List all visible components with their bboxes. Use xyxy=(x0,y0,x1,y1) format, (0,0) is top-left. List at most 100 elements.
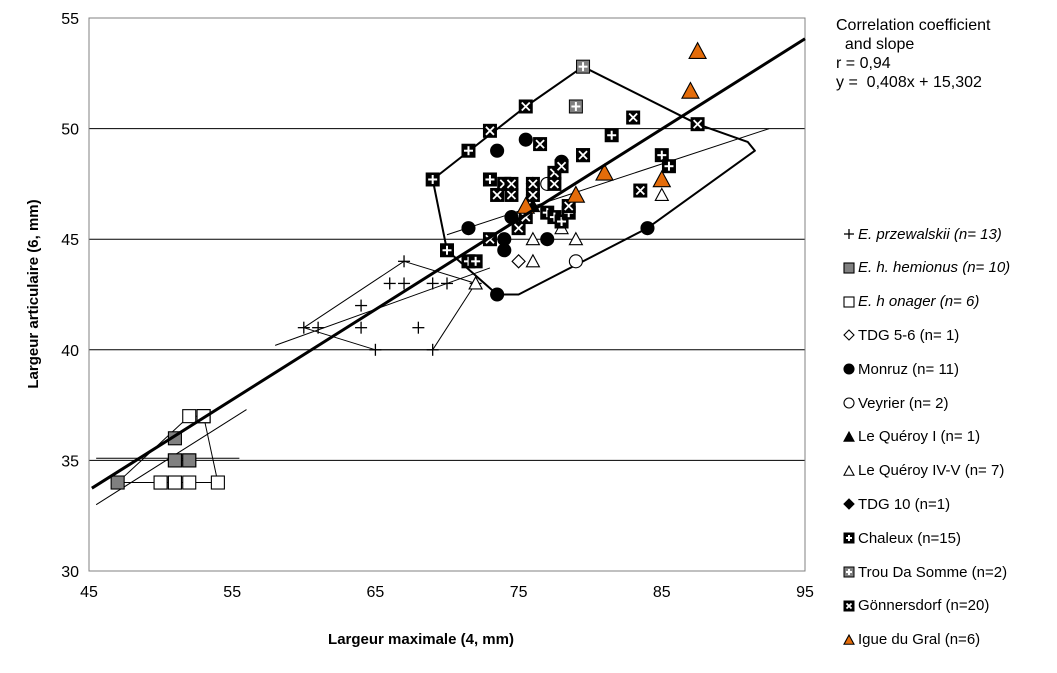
data-point xyxy=(312,321,325,334)
hull-outline xyxy=(303,260,477,351)
correlation-annotation: Correlation coefficient and slope r = 0,… xyxy=(836,16,990,92)
legend-label: TDG 5-6 (n= 1) xyxy=(858,326,960,344)
data-point xyxy=(568,254,583,269)
legend-marker xyxy=(843,532,855,544)
data-point xyxy=(568,99,583,114)
legend-marker xyxy=(843,329,855,342)
data-point xyxy=(525,187,540,202)
data-point xyxy=(369,343,382,356)
data-point xyxy=(412,321,425,334)
correlation-heading-line2: and slope xyxy=(836,36,915,53)
legend-item: Igue du Gral (n=6) xyxy=(842,630,980,650)
data-point xyxy=(633,183,648,198)
legend-item: E. h onager (n= 6) xyxy=(842,292,979,312)
y-tick-label: 55 xyxy=(61,11,79,28)
data-point xyxy=(690,117,705,132)
legend-label: Gönnersdorf (n=20) xyxy=(858,597,990,615)
data-point xyxy=(511,221,526,236)
legend-marker xyxy=(843,498,855,511)
y-tick-label: 45 xyxy=(61,232,79,249)
legend-item: Chaleux (n=15) xyxy=(842,528,961,548)
data-point xyxy=(504,176,519,191)
y-tick-label: 30 xyxy=(61,564,79,581)
data-point xyxy=(468,254,483,269)
data-point xyxy=(652,169,672,188)
legend-marker xyxy=(843,397,855,409)
data-point xyxy=(525,231,541,246)
y-tick-label: 35 xyxy=(61,453,79,470)
data-point xyxy=(398,255,411,268)
data-point xyxy=(461,143,476,158)
legend-item: Le Quéroy I (n= 1) xyxy=(842,427,980,447)
data-point xyxy=(518,132,533,147)
data-point xyxy=(110,475,125,490)
legend-item: Monruz (n= 11) xyxy=(842,359,959,379)
plot-frame xyxy=(88,17,806,572)
legend-item: Gönnersdorf (n=20) xyxy=(842,596,989,616)
data-point xyxy=(681,81,700,99)
x-tick-label: 65 xyxy=(367,584,385,601)
data-point xyxy=(640,221,655,236)
data-point xyxy=(167,475,182,490)
legend-marker xyxy=(843,633,855,645)
data-point xyxy=(576,59,591,74)
legend-label: E. h onager (n= 6) xyxy=(858,293,980,311)
data-point xyxy=(182,453,197,468)
legend-label: E. przewalskii (n= 13) xyxy=(858,225,1002,243)
grid-lines xyxy=(89,128,805,461)
data-point xyxy=(383,277,396,290)
data-point xyxy=(626,110,641,125)
legend-label: Chaleux (n=15) xyxy=(858,529,961,547)
x-tick-label: 85 xyxy=(653,584,671,601)
data-point xyxy=(688,41,708,59)
data-point xyxy=(482,123,497,138)
data-point xyxy=(440,243,454,258)
data-point xyxy=(554,159,569,174)
data-point xyxy=(210,475,225,490)
legend-marker xyxy=(843,430,855,442)
data-point xyxy=(425,172,440,187)
data-point xyxy=(398,277,411,290)
data-point xyxy=(297,321,310,334)
x-axis-label: Largeur maximale (4, mm) xyxy=(328,631,514,648)
overall-trend-line xyxy=(91,37,806,490)
data-point xyxy=(654,148,669,163)
data-point xyxy=(490,143,505,158)
legend-marker xyxy=(843,296,855,308)
x-tick-label: 75 xyxy=(510,584,528,601)
data-point xyxy=(661,159,676,174)
data-point xyxy=(547,176,562,191)
data-point xyxy=(511,254,526,269)
legend-item: TDG 10 (n=1) xyxy=(842,494,950,514)
legend-item: TDG 5-6 (n= 1) xyxy=(842,325,959,345)
data-point xyxy=(518,99,533,114)
data-point xyxy=(355,321,368,334)
data-point xyxy=(525,253,541,268)
data-points xyxy=(110,41,708,490)
data-point xyxy=(355,299,368,312)
legend-label: Veyrier (n= 2) xyxy=(858,394,949,412)
hull-outline xyxy=(431,65,756,296)
data-point xyxy=(167,453,182,468)
trend-line-group xyxy=(91,37,806,490)
x-tick-label: 95 xyxy=(796,584,814,601)
data-point xyxy=(654,187,670,202)
legend-item: E. h. hemionus (n= 10) xyxy=(842,258,1010,278)
data-point xyxy=(490,187,505,202)
legend-marker xyxy=(843,262,855,274)
correlation-heading-line1: Correlation coefficient xyxy=(836,17,991,34)
data-point xyxy=(533,137,548,152)
data-point xyxy=(566,185,586,203)
data-point xyxy=(561,199,576,214)
legend-label: E. h. hemionus (n= 10) xyxy=(858,259,1011,277)
data-point xyxy=(426,277,439,290)
legend-item: E. przewalskii (n= 13) xyxy=(842,224,1002,244)
group-regression-line xyxy=(446,128,770,236)
data-point xyxy=(525,176,540,191)
hull-outline xyxy=(117,415,219,483)
x-tick-label: 55 xyxy=(223,584,241,601)
legend-label: Le Quéroy I (n= 1) xyxy=(858,428,981,446)
data-point xyxy=(441,277,453,290)
data-point xyxy=(153,475,168,490)
legend-label: Le Quéroy IV-V (n= 7) xyxy=(858,462,1005,480)
